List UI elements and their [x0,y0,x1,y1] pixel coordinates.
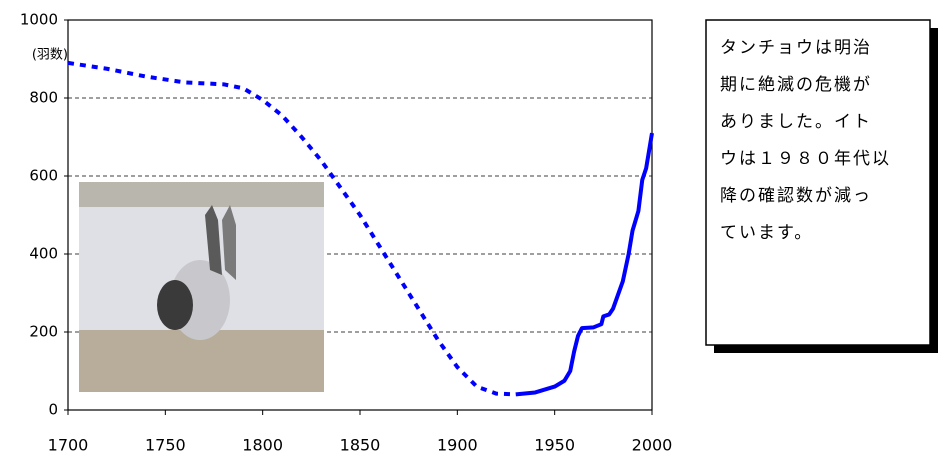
x-tick-label: 1700 [48,436,89,455]
data-line [67,60,516,397]
text-box-line: ウは１９８０年代以 [720,149,891,169]
photo [79,182,324,392]
text-box-line: 降の確認数が減っ [720,186,872,206]
y-tick-label: 1000 [20,11,58,29]
x-tick-label: 1900 [437,436,478,455]
data-line [515,132,654,397]
plot-frame [67,19,653,411]
y-axis-label: (羽数) [32,48,68,63]
y-tick-label: 600 [29,167,58,185]
y-tick-label: 800 [29,89,58,107]
text-box [705,19,931,346]
text-box-line: 期に絶滅の危機が [720,75,872,95]
y-tick-label: 200 [29,323,58,341]
y-tick-label: 0 [48,401,58,419]
x-tick-label: 1800 [242,436,283,455]
x-tick-label: 1850 [340,436,381,455]
x-tick-label: 1950 [534,436,575,455]
text-box-line: ありました。イト [720,112,872,132]
y-tick-label: 400 [29,245,58,263]
x-tick-label: 1750 [145,436,186,455]
x-tick-label: 2000 [632,436,673,455]
text-box-line: タンチョウは明治 [720,38,872,58]
text-box-line: ています。 [720,223,813,243]
